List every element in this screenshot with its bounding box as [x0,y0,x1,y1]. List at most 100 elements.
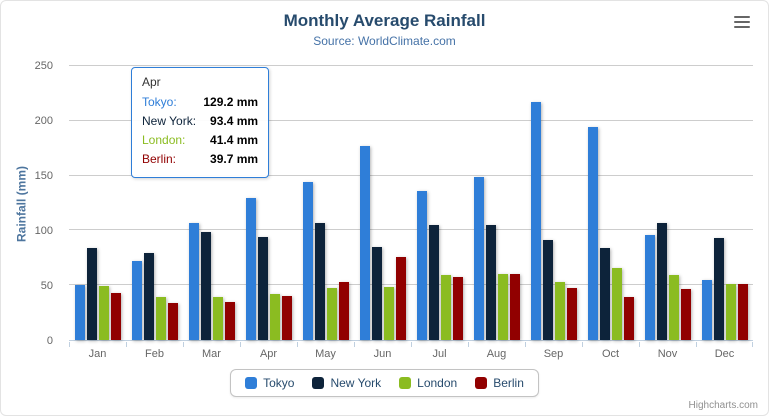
bar-tokyo-aug[interactable] [473,176,484,340]
bar-new-york-nov[interactable] [656,222,667,340]
x-tick [411,342,412,347]
x-tick [752,342,753,347]
x-tick [240,342,241,347]
tooltip-header: Apr [142,75,161,89]
tooltip-series-name: London: [142,133,186,147]
hamburger-line [734,26,750,28]
legend-swatch [245,377,258,389]
bar-london-mar[interactable] [212,296,223,340]
bar-london-jun[interactable] [383,286,394,340]
y-tick-label: 0 [46,335,53,347]
bar-berlin-dec[interactable] [737,283,748,340]
bar-tokyo-sep[interactable] [530,101,541,340]
bar-berlin-may[interactable] [338,282,349,340]
bar-berlin-sep[interactable] [566,287,577,340]
bar-new-york-feb[interactable] [143,253,154,340]
legend-item-berlin[interactable]: Berlin [475,376,524,390]
bar-tokyo-may[interactable] [302,181,313,340]
gridline [69,284,753,286]
bar-new-york-apr[interactable] [257,237,268,340]
bar-group-aug [468,66,525,340]
legend-label: London [417,376,458,390]
legend-item-tokyo[interactable]: Tokyo [245,376,294,390]
legend-swatch [475,377,488,389]
x-tick [582,342,583,347]
bar-group-jul [411,66,468,340]
bar-group-dec [696,66,753,340]
bar-london-jan[interactable] [98,286,109,340]
x-tick-label-jul: Jul [432,348,447,360]
bar-berlin-jan[interactable] [110,293,121,340]
y-tick-label: 50 [40,280,53,292]
tooltip-row: London: 41.4 mm [142,131,258,150]
bar-berlin-apr[interactable] [281,296,292,340]
bar-new-york-jan[interactable] [86,248,97,340]
bar-berlin-oct[interactable] [623,297,634,340]
bar-berlin-nov[interactable] [680,288,691,340]
bar-berlin-feb[interactable] [167,303,178,340]
legend-swatch [399,377,412,389]
bar-group-sep [525,66,582,340]
bar-berlin-aug[interactable] [509,273,520,340]
x-tick-label-jan: Jan [88,348,107,360]
bar-new-york-may[interactable] [314,223,325,340]
hamburger-icon[interactable] [732,13,752,31]
bar-tokyo-jun[interactable] [359,146,370,340]
bar-group-may [297,66,354,340]
bar-london-jul[interactable] [440,275,451,340]
x-axis-ticks [69,341,753,347]
bar-london-oct[interactable] [611,268,622,340]
bar-new-york-oct[interactable] [599,248,610,340]
bar-tokyo-oct[interactable] [587,126,598,340]
tooltip-series-name: Berlin: [142,152,177,166]
bar-new-york-jul[interactable] [428,224,439,340]
bar-berlin-jun[interactable] [395,256,406,340]
bar-group-oct [582,66,639,340]
bar-tokyo-jul[interactable] [416,190,427,340]
bar-new-york-sep[interactable] [542,239,553,340]
gridline [69,119,753,121]
bar-new-york-aug[interactable] [485,225,496,340]
bar-london-apr[interactable] [269,294,280,340]
legend: Tokyo New York London Berlin [1,369,768,397]
bar-tokyo-nov[interactable] [644,234,655,340]
bar-london-may[interactable] [326,288,337,340]
plot-area [69,65,753,341]
x-tick-label-sep: Sep [543,348,564,360]
bar-london-dec[interactable] [725,283,736,340]
bar-new-york-mar[interactable] [200,231,211,340]
x-tick-label-aug: Aug [486,348,507,360]
bar-tokyo-apr[interactable] [245,197,256,340]
bar-berlin-mar[interactable] [224,302,235,340]
x-tick-label-dec: Dec [714,348,735,360]
x-tick-label-may: May [315,348,336,360]
bar-london-sep[interactable] [554,282,565,340]
tooltip-series-value: 41.4 mm [210,133,259,147]
x-tick [354,342,355,347]
bar-tokyo-dec[interactable] [701,280,712,340]
legend-label: Berlin [493,376,524,390]
bar-new-york-dec[interactable] [713,238,724,340]
bar-london-aug[interactable] [497,274,508,340]
x-tick-label-jun: Jun [373,348,392,360]
bar-group-jan [69,66,126,340]
bar-london-nov[interactable] [668,274,679,340]
credits-link[interactable]: Highcharts.com [688,400,758,411]
legend-item-new-york[interactable]: New York [312,376,381,390]
x-tick [639,342,640,347]
bar-tokyo-jan[interactable] [74,285,85,340]
legend-item-london[interactable]: London [399,376,457,390]
bar-tokyo-mar[interactable] [188,222,199,340]
y-axis-labels: 0 50 100 150 200 250 [1,60,61,347]
bar-tokyo-feb[interactable] [131,261,142,340]
bar-berlin-jul[interactable] [452,276,463,340]
tooltip: Apr Tokyo: 129.2 mm New York: 93.4 mm London… [131,67,270,178]
bar-new-york-jun[interactable] [371,247,382,340]
tooltip-series-value: 93.4 mm [210,114,259,128]
chart-subtitle: Source: WorldClimate.com [313,34,456,48]
tooltip-row: Tokyo: 129.2 mm [142,93,258,112]
bar-group-apr [240,66,297,340]
bar-london-feb[interactable] [155,297,166,340]
x-tick [182,342,184,347]
